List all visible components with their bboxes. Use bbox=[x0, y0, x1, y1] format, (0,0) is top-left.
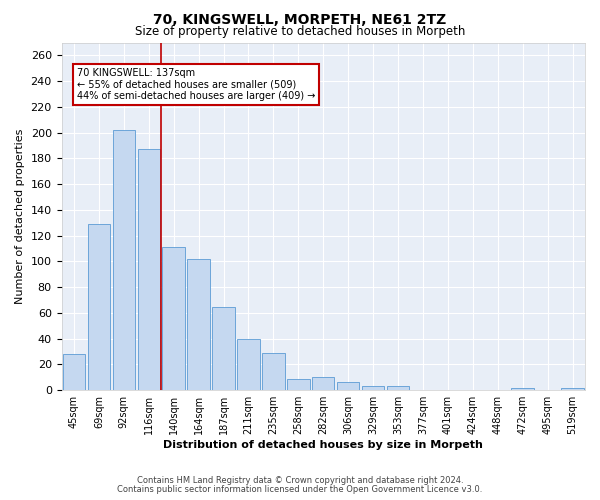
Text: 70, KINGSWELL, MORPETH, NE61 2TZ: 70, KINGSWELL, MORPETH, NE61 2TZ bbox=[154, 12, 446, 26]
Bar bbox=[262, 353, 284, 390]
Text: 70 KINGSWELL: 137sqm
← 55% of detached houses are smaller (509)
44% of semi-deta: 70 KINGSWELL: 137sqm ← 55% of detached h… bbox=[77, 68, 316, 102]
Bar bbox=[287, 378, 310, 390]
Bar bbox=[562, 388, 584, 390]
Bar bbox=[88, 224, 110, 390]
Bar bbox=[63, 354, 85, 390]
Bar bbox=[237, 338, 260, 390]
Bar bbox=[163, 248, 185, 390]
Bar bbox=[137, 150, 160, 390]
Y-axis label: Number of detached properties: Number of detached properties bbox=[15, 128, 25, 304]
Text: Size of property relative to detached houses in Morpeth: Size of property relative to detached ho… bbox=[135, 25, 465, 38]
Bar bbox=[337, 382, 359, 390]
Text: Contains public sector information licensed under the Open Government Licence v3: Contains public sector information licen… bbox=[118, 485, 482, 494]
Bar bbox=[362, 386, 385, 390]
Bar bbox=[312, 378, 334, 390]
Bar bbox=[113, 130, 135, 390]
Bar bbox=[212, 306, 235, 390]
Bar bbox=[187, 259, 210, 390]
X-axis label: Distribution of detached houses by size in Morpeth: Distribution of detached houses by size … bbox=[163, 440, 483, 450]
Bar bbox=[511, 388, 534, 390]
Bar bbox=[387, 386, 409, 390]
Text: Contains HM Land Registry data © Crown copyright and database right 2024.: Contains HM Land Registry data © Crown c… bbox=[137, 476, 463, 485]
